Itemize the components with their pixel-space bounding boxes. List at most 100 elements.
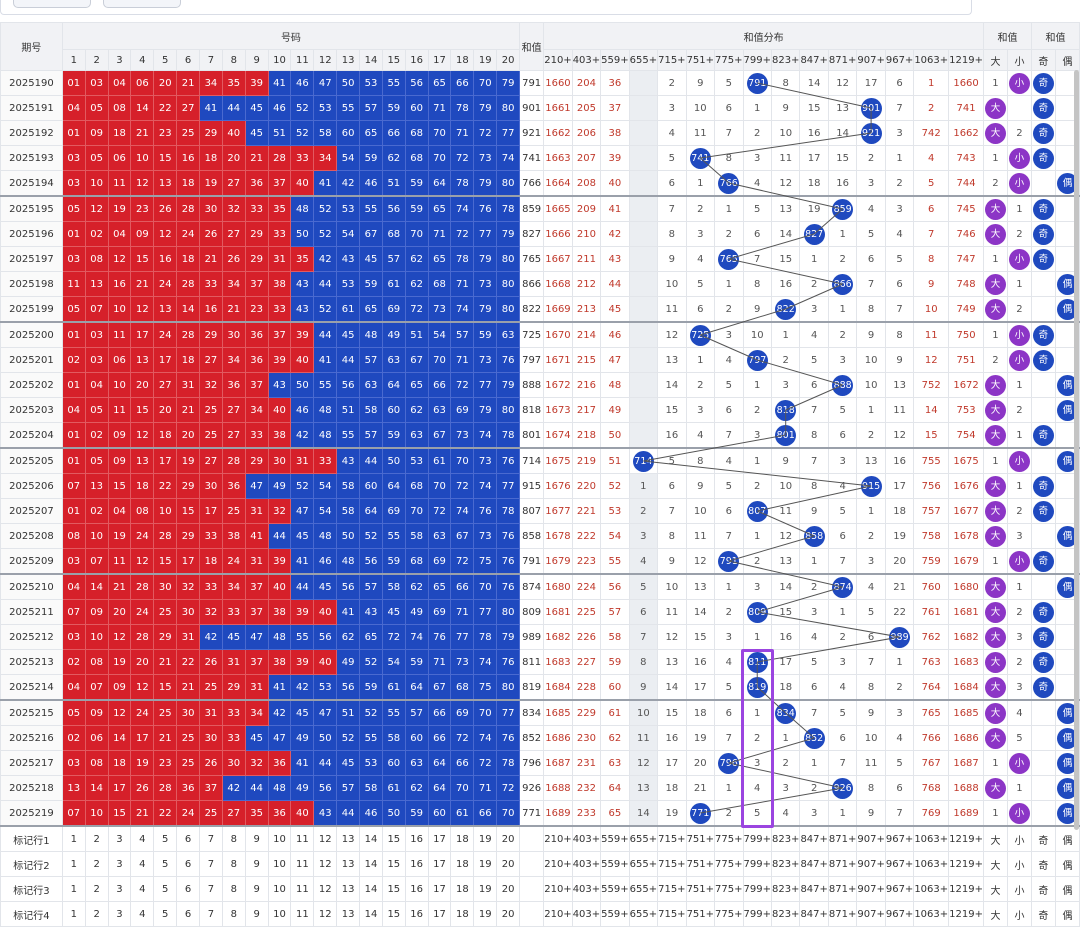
small-ball: 小: [1008, 72, 1030, 94]
footer-row: 标记行3 1 2 3 4 5 6 7 8 9 10 11 12 13 14 15 16 17 18 19 20 210+ 4…: [0, 876, 1080, 902]
drawn-number: 13: [61, 775, 86, 801]
sum-value: 834: [519, 699, 545, 726]
drawn-number: 70: [473, 573, 498, 600]
dist-miss-cell: 228: [571, 674, 602, 701]
footer-number-col: 19: [473, 825, 498, 852]
drawn-number: 69: [450, 397, 475, 423]
dist-miss-cell: 3: [799, 599, 829, 625]
drawn-number: 21: [221, 296, 246, 323]
drawn-number: 33: [221, 725, 246, 751]
dist-miss-cell: 7: [657, 195, 687, 222]
drawn-number: 77: [473, 221, 498, 247]
drawn-number: 71: [427, 95, 452, 121]
drawn-number: 68: [404, 145, 429, 171]
dist-miss-cell: 64: [600, 775, 630, 801]
dist-miss-cell: 3: [742, 750, 772, 776]
small-cell: 1: [1006, 372, 1032, 398]
sum-value: 852: [519, 725, 545, 751]
footer-number-col: 5: [153, 876, 178, 902]
header-number-col: 18: [450, 49, 475, 71]
drawn-number: 70: [450, 447, 475, 474]
drawn-number: 66: [450, 750, 475, 776]
footer-dist-col: 655+: [628, 851, 659, 877]
dist-miss-cell: 9: [856, 699, 886, 726]
footer-number-col: 12: [313, 876, 338, 902]
drawn-number: 57: [359, 347, 383, 373]
drawn-number: 30: [221, 750, 246, 776]
issue-number: 2025209: [0, 548, 63, 575]
small-cell: 4: [1006, 699, 1032, 726]
dist-miss-cell: 2: [742, 725, 772, 751]
dist-miss-cell: 5: [884, 750, 915, 776]
drawn-number: 54: [313, 473, 338, 499]
drawn-number: 15: [130, 397, 155, 423]
drawn-number: 12: [130, 170, 155, 197]
drawn-number: 08: [84, 649, 109, 675]
odd-cell: [1030, 699, 1056, 726]
toolbar-button-1[interactable]: [13, 0, 91, 8]
dist-miss-cell: 22: [884, 599, 915, 625]
dist-miss-cell: 766: [913, 725, 950, 751]
drawn-number: 34: [199, 70, 223, 96]
drawn-number: 56: [336, 674, 361, 701]
drawn-number: 04: [61, 573, 86, 600]
vertical-scrollbar[interactable]: [1074, 70, 1079, 830]
drawn-number: 23: [153, 120, 178, 146]
drawn-number: 68: [404, 120, 429, 146]
dist-miss-cell: 2: [827, 321, 858, 348]
drawn-number: 40: [267, 573, 292, 600]
odd-cell: 奇: [1030, 422, 1056, 449]
dist-miss-cell: 19: [685, 725, 716, 751]
dist-miss-cell: 1: [714, 573, 744, 600]
dist-miss-cell: 18: [770, 674, 801, 701]
drawn-number: 29: [153, 624, 178, 650]
dist-miss-cell: 4: [884, 221, 915, 247]
drawn-number: 23: [244, 296, 269, 323]
dist-miss-cell: 5: [657, 447, 687, 474]
sum-ball: 797: [746, 349, 768, 371]
dist-miss-cell: 1: [742, 95, 772, 121]
header-dist-col: 823+: [770, 49, 801, 71]
drawn-number: 72: [450, 548, 475, 575]
drawn-number: 32: [267, 498, 292, 524]
footer-dist-col: 210+: [543, 825, 573, 852]
table-row: 2025190 01 03 04 06 20 21 34 35 39 41 46 47 50 53 55 56 6…: [0, 70, 1080, 96]
drawn-number: 72: [450, 221, 475, 247]
footer-dist-col: 751+: [685, 876, 716, 902]
even-ball: 偶: [1056, 399, 1078, 421]
dist-miss-cell: 746: [948, 221, 984, 247]
small-cell: 1: [1006, 775, 1032, 801]
sum-value: 866: [519, 271, 545, 297]
drawn-number: 55: [381, 523, 406, 549]
footer-dist-col: 403+: [571, 851, 602, 877]
table-row: 2025210 04 14 21 28 30 32 33 34 37 40 44 45 56 57 58 62 6…: [0, 573, 1080, 600]
drawn-number: 58: [336, 498, 361, 524]
dist-miss-cell: 19: [884, 523, 915, 549]
dist-miss-cell: 8: [856, 674, 886, 701]
sum-ball: 725: [689, 324, 711, 346]
drawn-number: 03: [84, 321, 109, 348]
footer-dist-col: 967+: [884, 825, 915, 852]
drawn-number: 29: [221, 674, 246, 701]
sum-value: 791: [519, 548, 545, 575]
header-dist-col: 847+: [799, 49, 829, 71]
odd-ball: 奇: [1032, 97, 1054, 119]
drawn-number: 76: [496, 523, 521, 549]
dist-miss-cell: 60: [600, 674, 630, 701]
footer-dist-col: 715+: [657, 901, 687, 927]
dist-miss-cell: 1688: [543, 775, 573, 801]
dist-miss-cell: 8: [913, 246, 950, 272]
drawn-number: 25: [153, 599, 178, 625]
dist-miss-cell: 5: [714, 674, 744, 701]
footer-bs-col: 小: [1006, 876, 1032, 902]
sum-value: 741: [519, 145, 545, 171]
drawn-number: 41: [244, 523, 269, 549]
sum-ball: 921: [860, 122, 882, 144]
dist-miss-cell: 6: [799, 674, 829, 701]
toolbar-button-2[interactable]: [103, 0, 181, 8]
footer-number-col: 17: [427, 876, 452, 902]
dist-miss-cell: 1678: [948, 523, 984, 549]
drawn-number: 15: [153, 145, 178, 171]
drawn-number: 04: [107, 498, 132, 524]
drawn-number: 31: [267, 246, 292, 272]
